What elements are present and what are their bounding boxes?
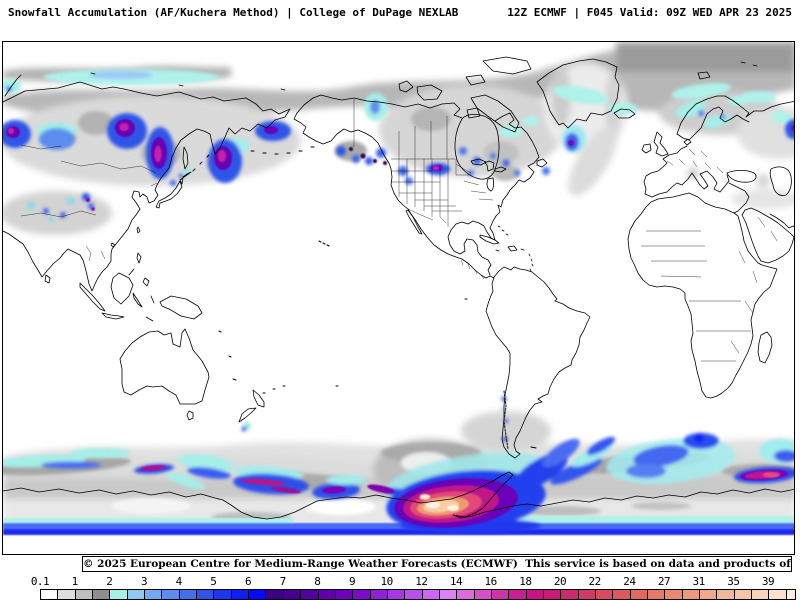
colorbar-segment bbox=[110, 590, 128, 599]
colorbar-segment bbox=[439, 590, 458, 599]
colorbar-segment bbox=[665, 590, 683, 599]
colorbar-segment bbox=[734, 590, 753, 599]
colorbar-segment bbox=[717, 590, 735, 599]
colorbar-tick-label: 2 bbox=[106, 575, 113, 588]
colorbar-segment bbox=[752, 590, 770, 599]
world-map bbox=[2, 41, 795, 555]
colorbar-tick-label: 0.1 bbox=[30, 575, 50, 588]
colorbar-segment bbox=[543, 590, 562, 599]
colorbar-tick-label: 5 bbox=[210, 575, 217, 588]
colorbar-segment bbox=[353, 590, 371, 599]
colorbar-segment bbox=[58, 590, 76, 599]
colorbar-segment bbox=[387, 590, 406, 599]
political-borders bbox=[20, 99, 778, 362]
colorbar-tick-label: 31 bbox=[692, 575, 706, 588]
snowfall-map-canvas bbox=[3, 42, 794, 535]
colorbar-segment bbox=[613, 590, 631, 599]
colorbar-tick-label: 1 bbox=[71, 575, 79, 588]
attribution-banner: © 2025 European Centre for Medium-Range … bbox=[82, 556, 792, 572]
colorbar-tick-label: 4 bbox=[175, 575, 183, 588]
colorbar-segment bbox=[301, 590, 319, 599]
colorbar-segment bbox=[214, 590, 232, 599]
colorbar-segment bbox=[769, 590, 787, 599]
colorbar-segment bbox=[422, 590, 440, 599]
colorbar-tick-label: 24 bbox=[623, 575, 636, 588]
colorbar-segment bbox=[283, 590, 302, 599]
model-run-valid-time: 12Z ECMWF | F045 Valid: 09Z WED APR 23 2… bbox=[507, 6, 792, 19]
colorbar-segment bbox=[93, 590, 111, 599]
colorbar-tick-label: 27 bbox=[657, 575, 671, 588]
colorbar-tick-label: 35 bbox=[727, 575, 740, 588]
antarctic-edge-bands bbox=[3, 516, 794, 535]
colorbar-segment bbox=[786, 590, 795, 599]
colorbar-segment bbox=[127, 590, 146, 599]
colorbar-segment bbox=[682, 590, 701, 599]
colorbar-tick-label: 8 bbox=[314, 575, 321, 588]
colorbar-segment bbox=[405, 590, 423, 599]
colorbar-tick-label: 22 bbox=[588, 575, 602, 588]
colorbar-tick-label: 16 bbox=[484, 575, 498, 588]
colorbar-segment bbox=[648, 590, 666, 599]
colorbar-tick-label: 7 bbox=[279, 575, 287, 588]
colorbar-segment bbox=[231, 590, 250, 599]
colorbar-segment bbox=[561, 590, 579, 599]
colorbar-segment bbox=[457, 590, 475, 599]
colorbar-tick-label: 9 bbox=[348, 575, 356, 588]
colorbar-tick-label: 39 bbox=[761, 575, 775, 588]
colorbar-segment bbox=[197, 590, 215, 599]
colorbar-tick-label: 10 bbox=[380, 575, 394, 588]
colorbar-tick-label: 6 bbox=[244, 575, 252, 588]
colorbar-segment bbox=[249, 590, 267, 599]
page-title: Snowfall Accumulation (AF/Kuchera Method… bbox=[8, 6, 459, 19]
colorbar-segment bbox=[526, 590, 544, 599]
colorbar-segment bbox=[509, 590, 527, 599]
colorbar-segment bbox=[335, 590, 354, 599]
colorbar-segment bbox=[474, 590, 492, 599]
colorbar-segment bbox=[162, 590, 180, 599]
colorbar-segment bbox=[266, 590, 284, 599]
colorbar-segment bbox=[491, 590, 510, 599]
colorbar-segment bbox=[578, 590, 596, 599]
colorbar-segment bbox=[75, 590, 94, 599]
colorbar bbox=[40, 589, 796, 600]
colorbar-tick-label: 20 bbox=[553, 575, 567, 588]
colorbar-segment bbox=[41, 590, 59, 599]
colorbar-segment bbox=[318, 590, 336, 599]
colorbar-segment bbox=[145, 590, 163, 599]
colorbar-tick-label: 12 bbox=[415, 575, 428, 588]
colorbar-segment bbox=[700, 590, 718, 599]
colorbar-segment bbox=[370, 590, 388, 599]
colorbar-tick-label: 3 bbox=[140, 575, 148, 588]
colorbar-segment bbox=[179, 590, 198, 599]
colorbar-segment bbox=[630, 590, 649, 599]
colorbar-segment bbox=[596, 590, 614, 599]
coastlines bbox=[3, 56, 794, 520]
colorbar-tick-labels: 0.1 1 2 3 4 5 6 7 8 9 10 12 14 16 18 20 22 24 27 31 35 39 bbox=[31, 575, 794, 588]
colorbar-tick-label: 18 bbox=[519, 575, 532, 588]
colorbar-tick-label: 14 bbox=[449, 575, 463, 588]
